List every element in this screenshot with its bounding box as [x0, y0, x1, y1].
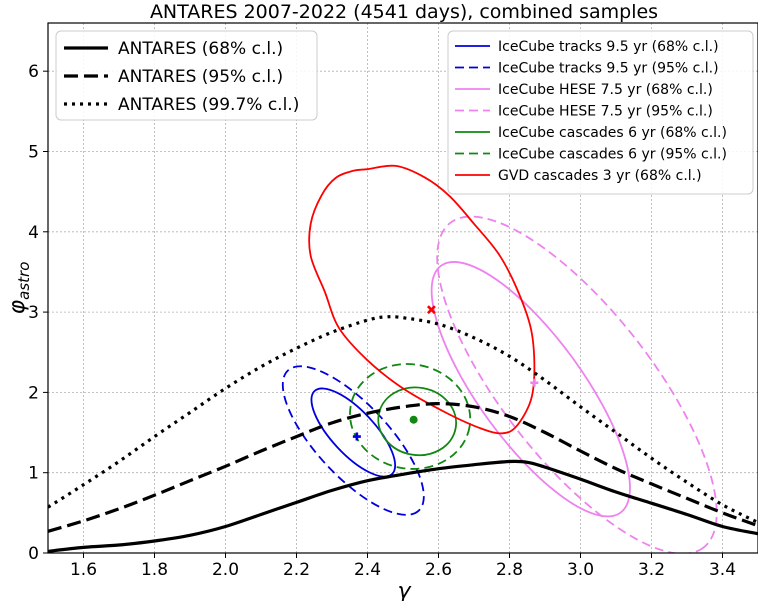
legend-label-gvd-cascades-3-yr-68-c-l: GVD cascades 3 yr (68% c.l.) [498, 168, 702, 184]
legend-label-icecube-tracks-9-5-yr-68-c-l: IceCube tracks 9.5 yr (68% c.l.) [498, 39, 719, 55]
x-tick-label: 2.8 [496, 560, 523, 580]
y-tick-label: 2 [28, 383, 39, 403]
legend-label-icecube-hese-7-5-yr-95-c-l: IceCube HESE 7.5 yr (95% c.l.) [498, 104, 713, 120]
antares-68-c-l-curve [48, 459, 758, 553]
icecube-tracks-9-5-yr-best-fit-marker [352, 432, 361, 441]
legend-label-icecube-tracks-9-5-yr-95-c-l: IceCube tracks 9.5 yr (95% c.l.) [498, 61, 719, 77]
y-tick-label: 1 [28, 464, 39, 484]
y-tick-label: 3 [28, 303, 39, 323]
x-tick-label: 3.0 [567, 560, 594, 580]
legend-external: IceCube tracks 9.5 yr (68% c.l.) IceCube … [447, 30, 754, 195]
icecube-cascades-6-yr-68-c-l-contour [377, 386, 458, 457]
antares-95-c-l-curve [48, 401, 758, 533]
x-tick-label: 2.2 [283, 560, 310, 580]
legend-label-icecube-cascades-6-yr-68-c-l: IceCube cascades 6 yr (68% c.l.) [498, 125, 727, 141]
x-tick-label: 2.0 [212, 560, 239, 580]
legend-label-icecube-cascades-6-yr-95-c-l: IceCube cascades 6 yr (95% c.l.) [498, 147, 727, 163]
plot-area [48, 164, 758, 553]
y-axis-ticks: 0 1 2 3 4 5 6 [28, 62, 48, 564]
x-axis-label: γ [397, 579, 411, 601]
icecube-tracks-9-5-yr-68-c-l-contour [310, 387, 397, 478]
x-axis-ticks: 1.6 1.8 2.0 2.2 2.4 2.6 2.8 3.0 3.2 3.4 [70, 553, 736, 580]
x-tick-label: 3.2 [638, 560, 665, 580]
icecube-hese-7-5-yr-68-c-l-contour [430, 261, 631, 518]
x-tick-label: 2.4 [354, 560, 381, 580]
gvd-cascades-contour [308, 164, 536, 435]
x-tick-label: 2.6 [425, 560, 452, 580]
icecube-hese-7-5-yr-95-c-l-contour [436, 215, 718, 553]
legend-label-antares-99-7-c-l: ANTARES (99.7% c.l.) [118, 95, 299, 115]
x-tick-label: 1.6 [70, 560, 97, 580]
icecube-cascades-6-yr-95-c-l-contour [349, 363, 472, 470]
plot-frame [47, 22, 758, 554]
y-tick-label: 0 [28, 544, 39, 564]
y-tick-label: 6 [28, 62, 39, 82]
legend-label-antares-68-c-l: ANTARES (68% c.l.) [118, 39, 283, 59]
legend-label-icecube-hese-7-5-yr-68-c-l: IceCube HESE 7.5 yr (68% c.l.) [498, 82, 713, 98]
icecube-tracks-9-5-yr-95-c-l-contour [281, 365, 425, 516]
y-tick-label: 4 [28, 223, 39, 243]
icecube-hese-7-5-yr-best-fit-marker [530, 378, 539, 387]
x-tick-label: 1.8 [141, 560, 168, 580]
y-tick-label: 5 [28, 142, 39, 162]
legend-label-antares-95-c-l: ANTARES (95% c.l.) [118, 67, 283, 87]
icecube-cascades-6-yr-best-fit-marker [409, 415, 418, 424]
antares-99-7-c-l-curve [48, 315, 758, 524]
y-axis-label: φastro [5, 262, 33, 315]
gvd-cascades-3-yr-best-fit-marker [426, 305, 436, 315]
y-axis-label-sub: astro [15, 262, 33, 300]
y-axis-label-base: φ [5, 299, 30, 314]
chart-title: ANTARES 2007-2022 (4541 days), combined … [150, 1, 658, 23]
legend-antares: ANTARES (68% c.l.) ANTARES (95% c.l.) ANTA… [55, 30, 318, 121]
x-tick-label: 3.4 [709, 560, 736, 580]
